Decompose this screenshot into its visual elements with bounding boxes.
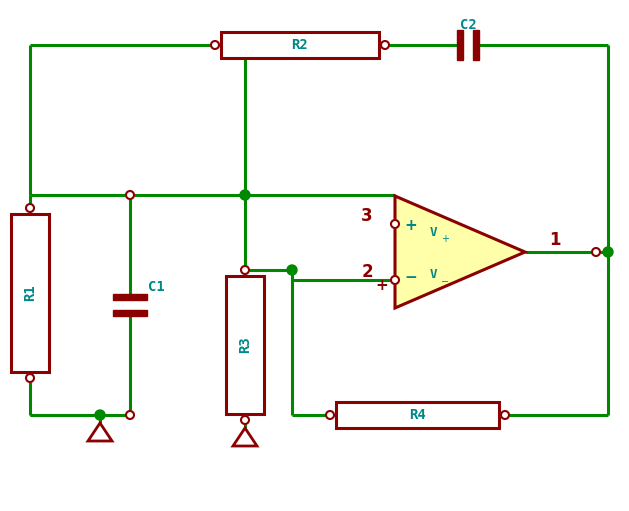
Circle shape	[381, 41, 389, 49]
Bar	[113, 310, 147, 316]
Circle shape	[241, 416, 249, 424]
Bar	[226, 276, 264, 414]
Circle shape	[211, 41, 219, 49]
Circle shape	[95, 410, 105, 420]
Text: 2: 2	[361, 263, 373, 281]
Bar	[336, 402, 499, 428]
Text: V: V	[429, 267, 437, 281]
Text: −: −	[404, 270, 418, 286]
Bar	[457, 30, 463, 60]
Text: −: −	[441, 277, 449, 287]
Text: +: +	[376, 278, 388, 293]
Text: C2: C2	[460, 18, 476, 32]
Bar	[473, 30, 479, 60]
Bar	[113, 294, 147, 300]
Text: +: +	[441, 234, 449, 244]
Circle shape	[592, 248, 600, 256]
Text: R4: R4	[409, 408, 426, 422]
Circle shape	[326, 411, 334, 419]
Circle shape	[391, 220, 399, 228]
Circle shape	[501, 411, 509, 419]
Circle shape	[126, 191, 134, 199]
Circle shape	[26, 204, 34, 212]
Text: R2: R2	[292, 38, 308, 52]
Circle shape	[391, 276, 399, 284]
Circle shape	[603, 247, 613, 257]
Text: +: +	[404, 219, 418, 234]
Circle shape	[241, 266, 249, 274]
Circle shape	[26, 374, 34, 382]
Text: R1: R1	[23, 285, 37, 301]
Text: R3: R3	[238, 337, 252, 354]
Text: 1: 1	[549, 231, 560, 249]
Circle shape	[126, 411, 134, 419]
Polygon shape	[233, 428, 257, 446]
Circle shape	[240, 190, 250, 200]
Bar	[221, 32, 379, 58]
Circle shape	[287, 265, 297, 275]
Text: 3: 3	[361, 207, 373, 225]
Text: V: V	[429, 225, 437, 239]
Polygon shape	[88, 423, 112, 441]
Text: C1: C1	[148, 280, 165, 294]
Polygon shape	[395, 196, 525, 308]
Bar	[11, 214, 49, 372]
